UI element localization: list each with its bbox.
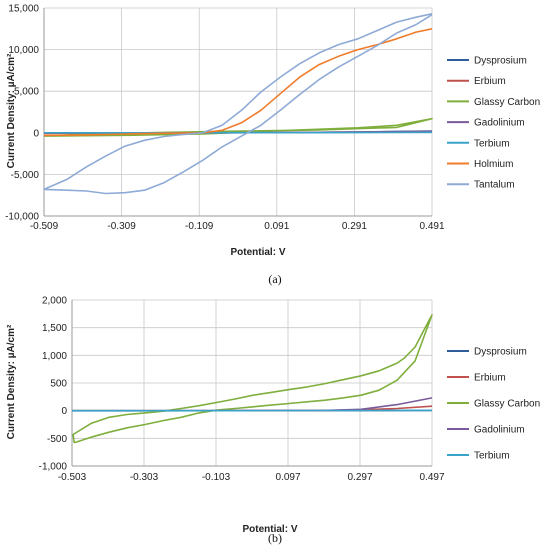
chart-a-grid <box>43 7 433 217</box>
chart-b-legend-label: Erbium <box>474 373 506 384</box>
chart-b-legend-label: Gadolinium <box>474 425 525 436</box>
chart-a-legend-label: Erbium <box>474 76 506 87</box>
chart-b-y-tick-label: -1,000 <box>39 462 68 473</box>
chart-b-y-tick-label: 2,000 <box>42 296 67 307</box>
chart-a-x-axis-title: Potential: V <box>230 247 285 258</box>
chart-b-caption: (b) <box>268 531 282 545</box>
chart-b-legend-label: Dysprosium <box>474 347 527 358</box>
chart-b-y-tick-label: 1,500 <box>42 323 67 334</box>
chart-a-x-tick-label: -0.309 <box>107 221 136 232</box>
chart-a-y-tick-label: 10,000 <box>8 45 39 56</box>
chart-b-legend: Dysprosium Erbium Glassy Carbon Gadolinium T… <box>447 347 540 462</box>
chart-b-y-tick-label: -500 <box>47 434 67 445</box>
chart-b-y-axis-title: Current Density: µA/cm² <box>6 324 17 439</box>
chart-a-x-tick-label: 0.091 <box>264 221 289 232</box>
chart-b-y-tick-label: 500 <box>50 379 67 390</box>
chart-b-y-ticks: -1,000 -500 0 500 1,000 1,500 2,000 <box>39 296 68 473</box>
chart-a-x-tick-label: 0.291 <box>342 221 367 232</box>
chart-b-x-ticks: -0.503 -0.303 -0.103 0.097 0.297 0.497 <box>58 472 445 483</box>
chart-b-y-tick-label: 1,000 <box>42 351 67 362</box>
chart-b-x-tick-label: 0.097 <box>275 472 300 483</box>
chart-a-y-tick-label: 5,000 <box>14 87 39 98</box>
chart-a-series <box>43 13 433 195</box>
chart-b-x-tick-label: -0.303 <box>130 472 159 483</box>
chart-a-series-tantalum <box>43 13 433 195</box>
chart-a-y-axis-title: Current Density: µA/cm² <box>6 53 17 168</box>
chart-a-x-tick-label: 0.491 <box>419 221 444 232</box>
chart-b-series <box>72 314 433 444</box>
chart-a: -0.509 -0.309 -0.109 0.091 0.291 0.491 -10,00… <box>5 4 540 287</box>
chart-a-legend-label: Dysprosium <box>474 56 527 67</box>
chart-b-x-tick-label: -0.103 <box>202 472 231 483</box>
chart-a-x-tick-label: -0.509 <box>30 221 59 232</box>
chart-b-x-tick-label: -0.503 <box>58 472 87 483</box>
chart-b-y-tick-label: 0 <box>61 406 67 417</box>
chart-a-series-terbium <box>44 131 433 134</box>
chart-a-x-tick-label: -0.109 <box>185 221 214 232</box>
chart-a-legend: Dysprosium Erbium Glassy Carbon Gadolinium T… <box>447 56 540 191</box>
chart-a-legend-label: Holmium <box>474 159 513 170</box>
chart-b-x-tick-label: 0.297 <box>347 472 372 483</box>
chart-a-y-ticks: -10,000 -5,000 0 5,000 10,000 15,000 <box>5 4 39 223</box>
chart-a-legend-label: Glassy Carbon <box>474 97 540 108</box>
chart-a-series-holmium <box>43 28 433 137</box>
chart-b-legend-label: Terbium <box>474 451 510 462</box>
chart-a-x-ticks: -0.509 -0.309 -0.109 0.091 0.291 0.491 <box>30 221 445 232</box>
chart-a-legend-label: Terbium <box>474 138 510 149</box>
chart-b-legend-label: Glassy Carbon <box>474 399 540 410</box>
chart-a-legend-label: Tantalum <box>474 180 515 191</box>
chart-b-x-axis-title: Potential: V <box>242 524 297 535</box>
chart-a-y-tick-label: 0 <box>33 128 39 139</box>
chart-a-caption: (a) <box>268 272 281 286</box>
chart-a-legend-label: Gadolinium <box>474 118 525 129</box>
chart-a-y-tick-label: -5,000 <box>11 170 40 181</box>
chart-b: -0.503 -0.303 -0.103 0.097 0.297 0.497 -1,000… <box>6 296 540 546</box>
chart-b-series-glassy-carbon <box>72 314 433 444</box>
chart-b-x-tick-label: 0.497 <box>419 472 444 483</box>
chart-a-y-tick-label: 15,000 <box>8 4 39 15</box>
chart-b-grid <box>71 299 433 467</box>
chart-a-y-tick-label: -10,000 <box>5 212 39 223</box>
